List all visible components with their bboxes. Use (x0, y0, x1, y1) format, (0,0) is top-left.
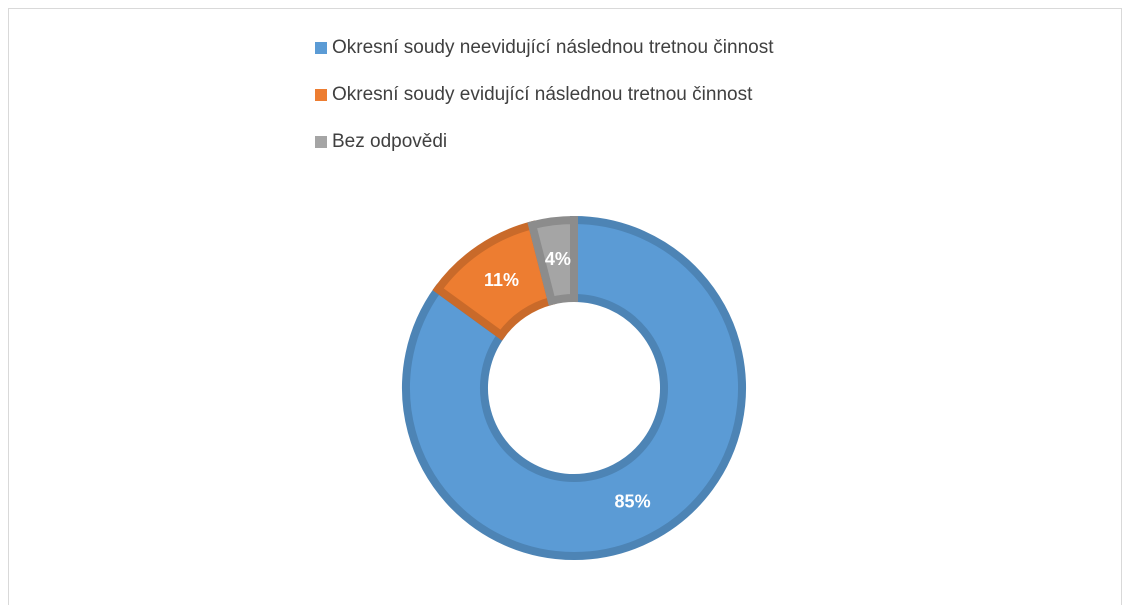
legend-swatch (315, 136, 327, 148)
data-label: 11% (484, 270, 519, 290)
donut-segment (402, 215, 746, 560)
legend-label: Okresní soudy evidující následnou tretno… (332, 84, 753, 105)
data-label: 4% (545, 249, 571, 269)
legend-swatch (315, 89, 327, 101)
legend-label: Bez odpovědi (332, 131, 447, 152)
legend-label: Okresní soudy neevidující následnou tret… (332, 37, 774, 58)
data-label: 85% (615, 492, 651, 512)
legend-swatch (315, 42, 327, 54)
donut-segment (527, 215, 578, 306)
